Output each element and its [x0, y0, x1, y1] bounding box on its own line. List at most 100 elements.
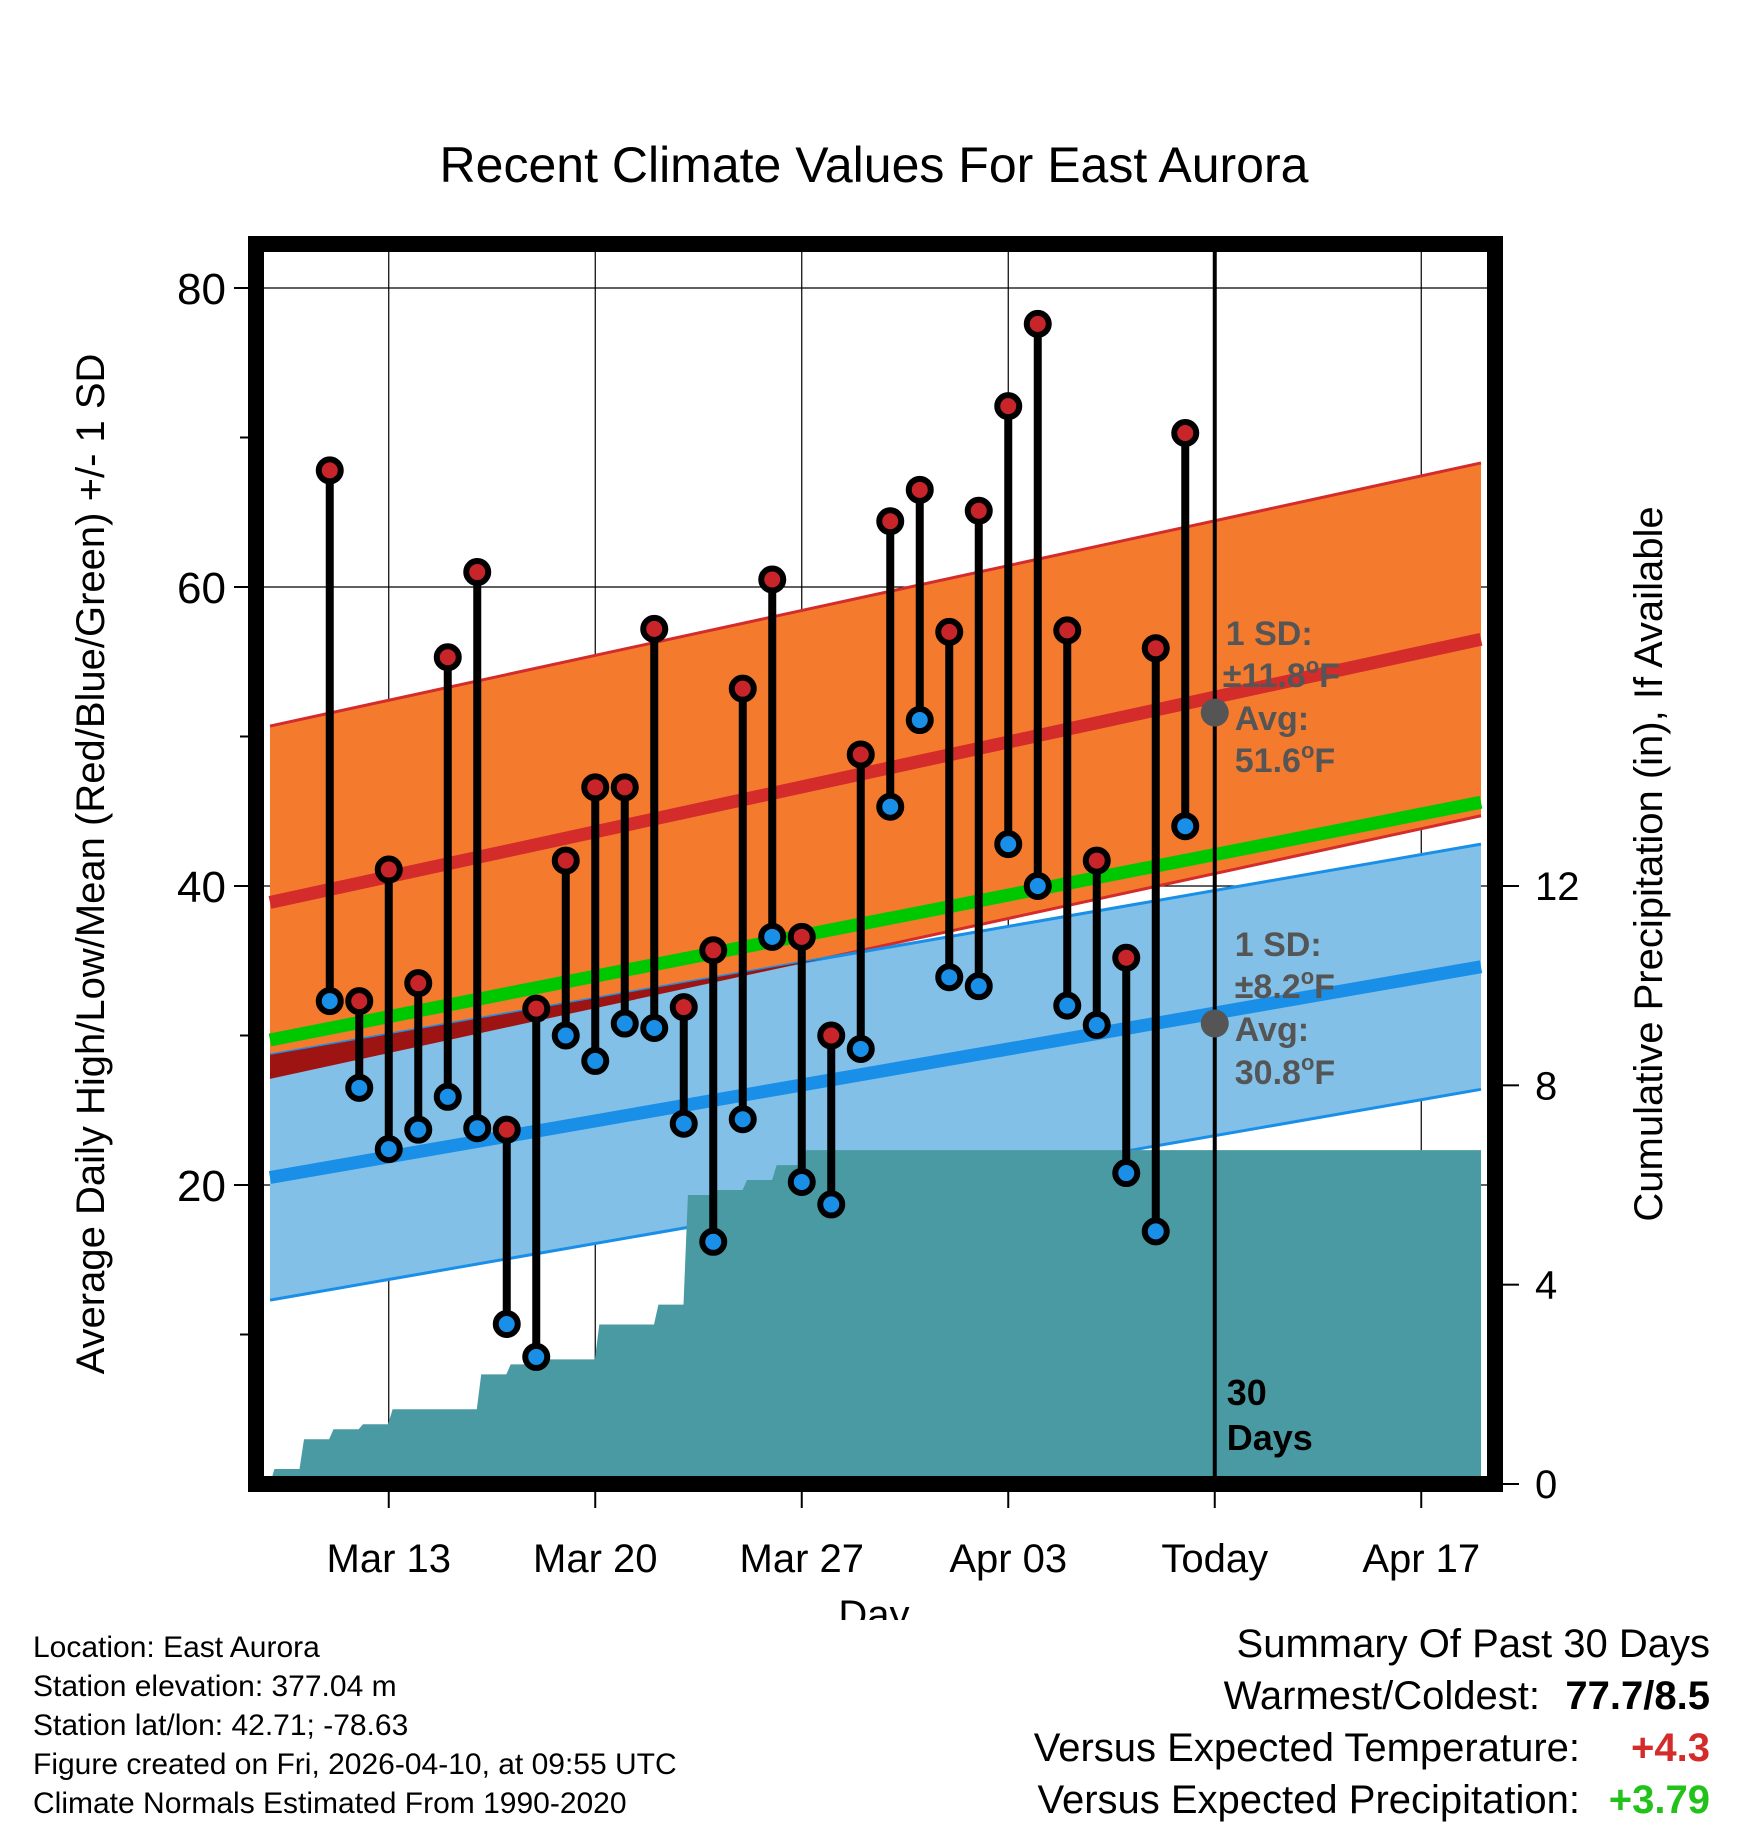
daily-low-point: [964, 972, 993, 1001]
daily-high-point: [1171, 419, 1200, 448]
daily-high-point: [994, 392, 1023, 421]
axes: 20 40 60 80 0 4 8 12 Mar 13 Mar 20 Mar 27 Apr 03 Tod…: [69, 236, 1671, 1620]
y-right-axis-title: Cumulative Precipitation (in), If Availa…: [1627, 506, 1671, 1221]
temp-anomaly-value: +4.3: [1631, 1726, 1710, 1770]
x-tick-label: Mar 20: [533, 1537, 658, 1581]
days-label-line1: 30: [1227, 1372, 1267, 1413]
y-left-tick-label: 40: [177, 863, 226, 912]
plot-frame: [248, 236, 1503, 1492]
y-left-tick-label: 20: [177, 1162, 226, 1211]
high-avg-label: Avg:: [1235, 700, 1309, 738]
daily-low-point: [374, 1135, 403, 1164]
summary-title: Summary Of Past 30 Days: [1236, 1622, 1710, 1666]
daily-low-point: [876, 792, 905, 821]
daily-low-point: [905, 706, 934, 735]
y-right-tick-label: 8: [1535, 1064, 1557, 1108]
daily-low-point: [581, 1046, 610, 1075]
y-left-axis-title: Average Daily High/Low/Mean (Red/Blue/Gr…: [69, 354, 113, 1375]
daily-low-point: [1082, 1011, 1111, 1040]
daily-high-point: [876, 507, 905, 536]
precip-area: [270, 1150, 1481, 1484]
plot-area: [256, 244, 1495, 1484]
daily-high-point: [345, 987, 374, 1016]
extremes-label: Warmest/Coldest:: [1223, 1674, 1540, 1718]
daily-high-point: [1053, 616, 1082, 645]
daily-high-point: [551, 846, 580, 875]
y-right-tick-label: 12: [1535, 865, 1580, 909]
high-sd-value: ±11.8oF: [1223, 653, 1340, 695]
daily-low-point: [846, 1034, 875, 1063]
daily-low-point: [640, 1014, 669, 1043]
daily-high-point: [374, 855, 403, 884]
daily-high-point: [846, 740, 875, 769]
daily-high-point: [581, 773, 610, 802]
x-tick-label: Mar 27: [740, 1537, 865, 1581]
temp-anomaly-label: Versus Expected Temperature:: [1033, 1726, 1580, 1770]
daily-low-point: [994, 830, 1023, 859]
plot-content: [256, 244, 1495, 1484]
daily-low-point: [787, 1168, 816, 1197]
climate-chart: Recent Climate Values For East Aurora 20…: [69, 137, 1671, 1620]
normal-low-line: [268, 960, 1483, 1184]
extremes-value: 77.7/8.5: [1565, 1674, 1710, 1718]
station-info: Location: East Aurora Station elevation:…: [33, 1628, 677, 1823]
x-tick-label: Today: [1161, 1537, 1268, 1581]
daily-high-point: [1112, 943, 1141, 972]
daily-high-point: [728, 674, 757, 703]
normal-mean-line: [268, 795, 1483, 1047]
daily-high-point: [905, 475, 934, 504]
precip-anomaly-value: +3.79: [1608, 1778, 1710, 1822]
daily-low-point: [758, 922, 787, 951]
daily-low-point: [1112, 1159, 1141, 1188]
daily-low-point: [315, 987, 344, 1016]
low-sd-value: ±8.2oF: [1235, 964, 1335, 1006]
daily-low-point: [522, 1342, 551, 1371]
chart-title: Recent Climate Values For East Aurora: [440, 137, 1309, 193]
x-tick-label: Mar 13: [327, 1537, 452, 1581]
daily-low-point: [404, 1115, 433, 1144]
low-avg-value: 30.8oF: [1235, 1050, 1335, 1092]
y-left-tick-label: 60: [177, 564, 226, 613]
daily-high-point: [640, 614, 669, 643]
band-overlap: [270, 958, 824, 1079]
daily-low-point: [1141, 1217, 1170, 1246]
summary-panel: Summary Of Past 30 Days Warmest/Coldest:…: [1034, 1622, 1710, 1830]
daily-high-point: [522, 994, 551, 1023]
normal-high-line: [268, 632, 1483, 909]
daily-high-point: [758, 565, 787, 594]
elevation-text: Station elevation: 377.04 m: [33, 1670, 397, 1703]
daily-high-point: [935, 617, 964, 646]
daily-low-point: [433, 1082, 462, 1111]
created-text: Figure created on Fri, 2026-04-10, at 09…: [33, 1748, 677, 1781]
daily-low-point: [669, 1109, 698, 1138]
daily-high-point: [787, 922, 816, 951]
daily-high-point: [1023, 309, 1052, 338]
high-sd-label: 1 SD:: [1226, 615, 1313, 653]
normals-text: Climate Normals Estimated From 1990-2020: [33, 1787, 627, 1820]
daily-high-point: [463, 558, 492, 587]
high-sd-band-upper: [269, 461, 1482, 728]
x-axis-title: Day: [838, 1593, 909, 1620]
daily-low-point: [817, 1190, 846, 1219]
daily-high-point: [610, 773, 639, 802]
y-left-tick-label: 80: [177, 265, 226, 314]
low-sd-label: 1 SD:: [1235, 926, 1322, 964]
daily-low-point: [492, 1310, 521, 1339]
daily-low-point: [610, 1009, 639, 1038]
daily-low-point: [699, 1227, 728, 1256]
high-avg-marker: [1200, 698, 1229, 727]
daily-low-point: [935, 963, 964, 992]
latlon-text: Station lat/lon: 42.71; -78.63: [33, 1709, 409, 1742]
location-text: Location: East Aurora: [33, 1631, 320, 1664]
daily-low-point: [1023, 872, 1052, 900]
daily-high-point: [315, 456, 344, 485]
daily-low-point: [1171, 812, 1200, 841]
daily-low-point: [463, 1114, 492, 1143]
daily-high-point: [433, 643, 462, 672]
daily-high-point: [817, 1021, 846, 1050]
daily-low-point: [728, 1105, 757, 1134]
y-right-tick-label: 0: [1535, 1463, 1557, 1507]
low-avg-label: Avg:: [1235, 1011, 1309, 1049]
y-right-tick-label: 4: [1535, 1264, 1557, 1308]
